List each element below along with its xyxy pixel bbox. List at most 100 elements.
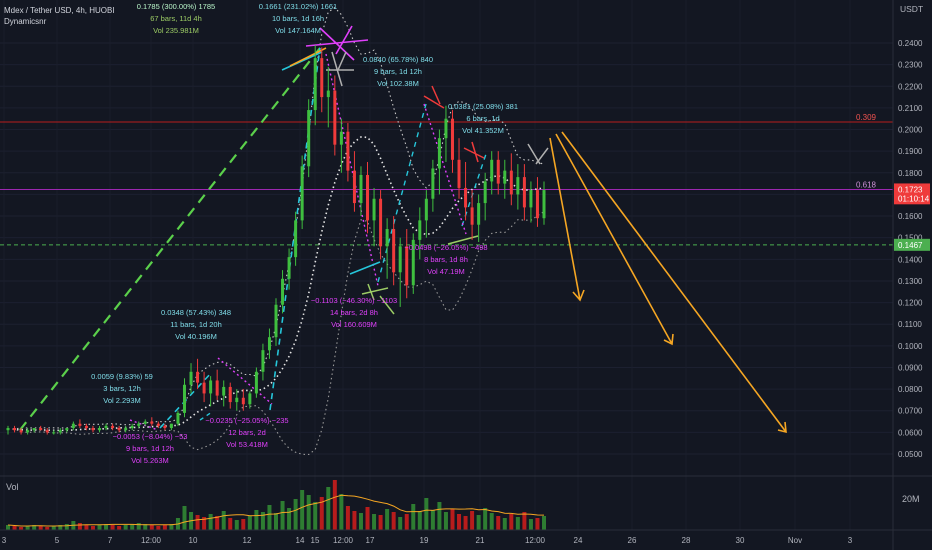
- candle-body: [372, 198, 376, 221]
- candle-body: [137, 423, 141, 426]
- volume-bar: [6, 525, 10, 530]
- candle-body: [450, 118, 454, 160]
- candle-body: [320, 58, 324, 98]
- volume-bar: [378, 515, 383, 530]
- volume-ma-line: [7, 494, 545, 527]
- price-axis[interactable]: 0.2400 0.2300 0.2200 0.2100 0.2000 0.1900 0.18…: [894, 39, 930, 459]
- volume-bar: [208, 514, 213, 530]
- candle-body: [287, 257, 291, 279]
- volume-bar: [542, 516, 546, 530]
- trend-line-cyan-2[interactable]: [269, 47, 321, 411]
- volume-bar: [358, 513, 363, 530]
- candle-body: [477, 203, 481, 225]
- volume-bar: [58, 525, 63, 530]
- projection-arrows[interactable]: [549, 131, 787, 434]
- candle-body: [267, 337, 271, 351]
- trend-line-cyan-1[interactable]: [159, 371, 213, 429]
- candle-body: [352, 170, 356, 204]
- annotation-text: 0.1661 (231.02%) 1661: [259, 2, 337, 11]
- time-tick-label: 26: [628, 536, 637, 545]
- volume-bar: [528, 519, 533, 530]
- candle-body: [392, 229, 396, 273]
- candle-body: [19, 430, 23, 433]
- annotation-text: −0.0235 (−25.05%) −235: [205, 416, 288, 425]
- pivot-marker-bottom-green: [361, 283, 395, 315]
- price-tick-label: 0.2400: [898, 39, 923, 48]
- candles: [6, 45, 546, 435]
- candle-body: [385, 229, 389, 247]
- volume-bar: [267, 505, 272, 530]
- candle-body: [91, 428, 95, 431]
- trend-line-cyan-3[interactable]: [377, 103, 427, 283]
- volume-bar: [391, 512, 396, 530]
- volume-bar: [463, 516, 468, 530]
- candle-body: [542, 190, 546, 219]
- annotation-text: Vol 41.352M: [462, 126, 504, 135]
- candle-body: [169, 423, 173, 429]
- price-label-text: 0.1467: [898, 241, 923, 250]
- candle-body: [490, 159, 494, 182]
- candle-body: [366, 174, 370, 221]
- candle-body: [196, 371, 200, 383]
- volume-bar: [509, 514, 514, 530]
- time-axis[interactable]: 3 5 7 12:00 10 12 14 15 12:00 17 19 21 12:00 24 26 28 30…: [2, 536, 853, 545]
- pivot-marker-bottom-green-2: [447, 235, 479, 245]
- candle-body: [45, 430, 49, 433]
- price-tick-label: 0.1000: [898, 342, 923, 351]
- candle-body: [78, 423, 82, 426]
- band-lower: [8, 211, 545, 456]
- volume-bar: [300, 490, 305, 530]
- projection-arrow-2-head: [663, 333, 674, 346]
- volume-bar: [437, 502, 442, 530]
- candle-body: [124, 428, 128, 431]
- annotation-text: 0.0059 (9.83%) 59: [91, 372, 153, 381]
- candle-body: [509, 170, 513, 195]
- volume-bar: [156, 526, 161, 530]
- candle-body: [359, 174, 363, 204]
- volume-bar: [123, 525, 128, 530]
- candle-body: [58, 430, 62, 433]
- time-tick-label: Nov: [788, 536, 802, 545]
- trend-line-green[interactable]: [19, 47, 321, 431]
- volume-bar: [247, 516, 252, 530]
- time-tick-label: 12: [243, 536, 252, 545]
- price-tick-label: 0.1500: [898, 234, 923, 243]
- candle-body: [522, 177, 526, 208]
- decline-line-3[interactable]: [217, 357, 273, 405]
- annotation-labels: 0.1785 (300.00%) 1785 67 bars, 11d 4h Vol …: [91, 2, 518, 465]
- pivot-marker-top: [305, 25, 369, 61]
- currency-label: USDT: [900, 4, 923, 14]
- volume-bar: [313, 502, 318, 530]
- annotation-text: 0.0348 (57.43%) 348: [161, 308, 231, 317]
- time-tick-label: 14: [296, 536, 305, 545]
- candle-body: [6, 428, 10, 431]
- volume-bar: [234, 520, 239, 530]
- volume-bar: [522, 512, 527, 530]
- volume-bar: [149, 525, 154, 530]
- candle-body: [483, 181, 487, 204]
- candle-body: [222, 386, 226, 396]
- pivot-marker-grey-2: [527, 143, 549, 165]
- trend-line-cyan-5[interactable]: [199, 411, 213, 421]
- volume-bar: [483, 508, 488, 530]
- candle-body: [300, 166, 304, 221]
- candle-body: [339, 131, 343, 145]
- volume-bar: [280, 501, 285, 530]
- candle-body: [98, 428, 102, 431]
- volume-bar: [319, 497, 324, 530]
- price-tick-label: 0.1900: [898, 147, 923, 156]
- time-tick-label: 5: [55, 536, 60, 545]
- annotation-text: 3 bars, 12h: [103, 384, 141, 393]
- pivot-marker-red-2: [463, 141, 485, 163]
- pivot-marker-orange: [289, 47, 327, 67]
- candle-body: [254, 371, 258, 394]
- price-label-box: [894, 238, 930, 251]
- volume-bar: [443, 512, 448, 530]
- projection-arrow-3-head: [777, 421, 787, 434]
- time-tick-label: 17: [366, 536, 375, 545]
- candle-body: [457, 159, 461, 188]
- price-tick-label: 0.0600: [898, 428, 923, 437]
- candle-body: [215, 380, 219, 396]
- volume-bar: [345, 506, 350, 530]
